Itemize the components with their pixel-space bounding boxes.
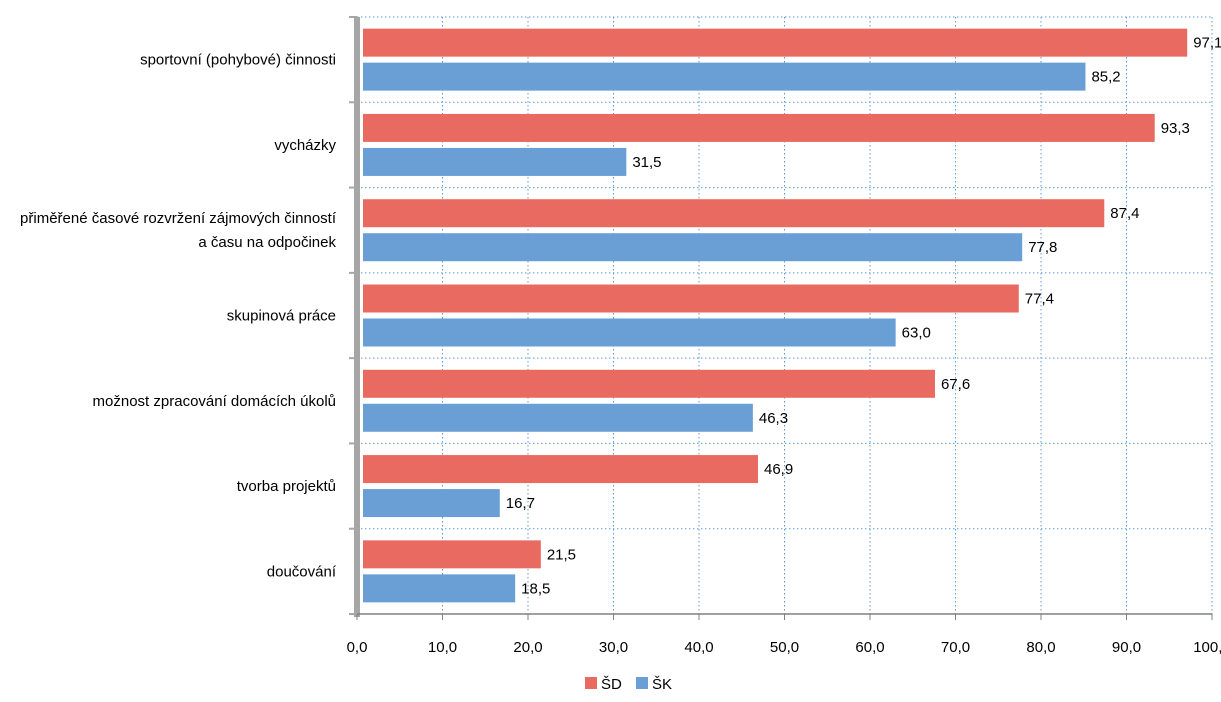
x-tick-labels: 0,0 10,0 20,0 30,0 40,0 50,0 60,0 70,0 80,0 90,0 1… [347, 639, 1221, 656]
x-tick-label: 90,0 [1112, 639, 1141, 656]
category-label: tvorba projektů [237, 478, 336, 495]
bar-sk [363, 318, 896, 347]
bar-sd [363, 284, 1019, 313]
category-label: doučování [267, 563, 337, 580]
data-label: 46,3 [759, 410, 788, 427]
bar-sd [363, 369, 935, 398]
data-label: 46,9 [764, 461, 793, 478]
data-label: 93,3 [1161, 120, 1190, 137]
data-label: 67,6 [941, 376, 970, 393]
data-labels: 97,1 85,2 93,3 31,5 87,4 77,8 77,4 63,0 67,6 46,3… [506, 35, 1221, 598]
x-tick-label: 10,0 [428, 639, 457, 656]
bar-sd [363, 540, 541, 569]
legend-label: ŠK [652, 676, 672, 693]
bar-sd [363, 113, 1155, 142]
data-label: 77,4 [1025, 291, 1054, 308]
legend-label: ŠD [601, 676, 622, 693]
bar-sk [363, 489, 500, 518]
category-labels: sportovní (pohybové) činnosti vycházky při… [20, 52, 337, 581]
x-tick-label: 40,0 [684, 639, 713, 656]
bar-sk [363, 403, 753, 432]
legend-swatch-sd [585, 677, 597, 689]
data-label: 63,0 [902, 325, 931, 342]
bar-sk [363, 62, 1086, 91]
x-tick-label: 50,0 [770, 639, 799, 656]
category-label: přiměřené časové rozvržení zájmových čin… [20, 210, 337, 227]
category-label: skupinová práce [227, 308, 336, 325]
bar-sk [363, 574, 516, 603]
data-label: 31,5 [632, 154, 661, 171]
bar-sk [363, 147, 627, 176]
x-tick-label: 70,0 [941, 639, 970, 656]
x-tick-label: 30,0 [599, 639, 628, 656]
data-label: 18,5 [521, 580, 550, 597]
data-label: 97,1 [1193, 35, 1221, 52]
axes [349, 16, 1213, 620]
category-label: sportovní (pohybové) činnosti [140, 52, 336, 69]
x-tick-label: 0,0 [347, 639, 368, 656]
data-label: 85,2 [1091, 69, 1120, 86]
grid-lines [357, 16, 1213, 615]
category-label: a času na odpočinek [198, 234, 336, 251]
bar-sd [363, 199, 1105, 228]
y-axis-line [354, 17, 360, 617]
x-tick-label: 100,0 [1193, 639, 1221, 656]
legend: ŠD ŠK [585, 676, 672, 693]
bar-sd [363, 455, 758, 484]
data-label: 21,5 [547, 546, 576, 563]
bars [363, 28, 1188, 603]
x-tick-label: 80,0 [1026, 639, 1055, 656]
bar-sd [363, 28, 1188, 57]
category-label: možnost zpracování domácích úkolů [93, 393, 336, 410]
bar-sk [363, 233, 1023, 262]
x-tick-label: 20,0 [513, 639, 542, 656]
legend-swatch-sk [636, 677, 648, 689]
data-label: 77,8 [1028, 239, 1057, 256]
category-label: vycházky [274, 137, 336, 154]
data-label: 16,7 [506, 495, 535, 512]
x-tick-label: 60,0 [855, 639, 884, 656]
data-label: 87,4 [1110, 205, 1139, 222]
